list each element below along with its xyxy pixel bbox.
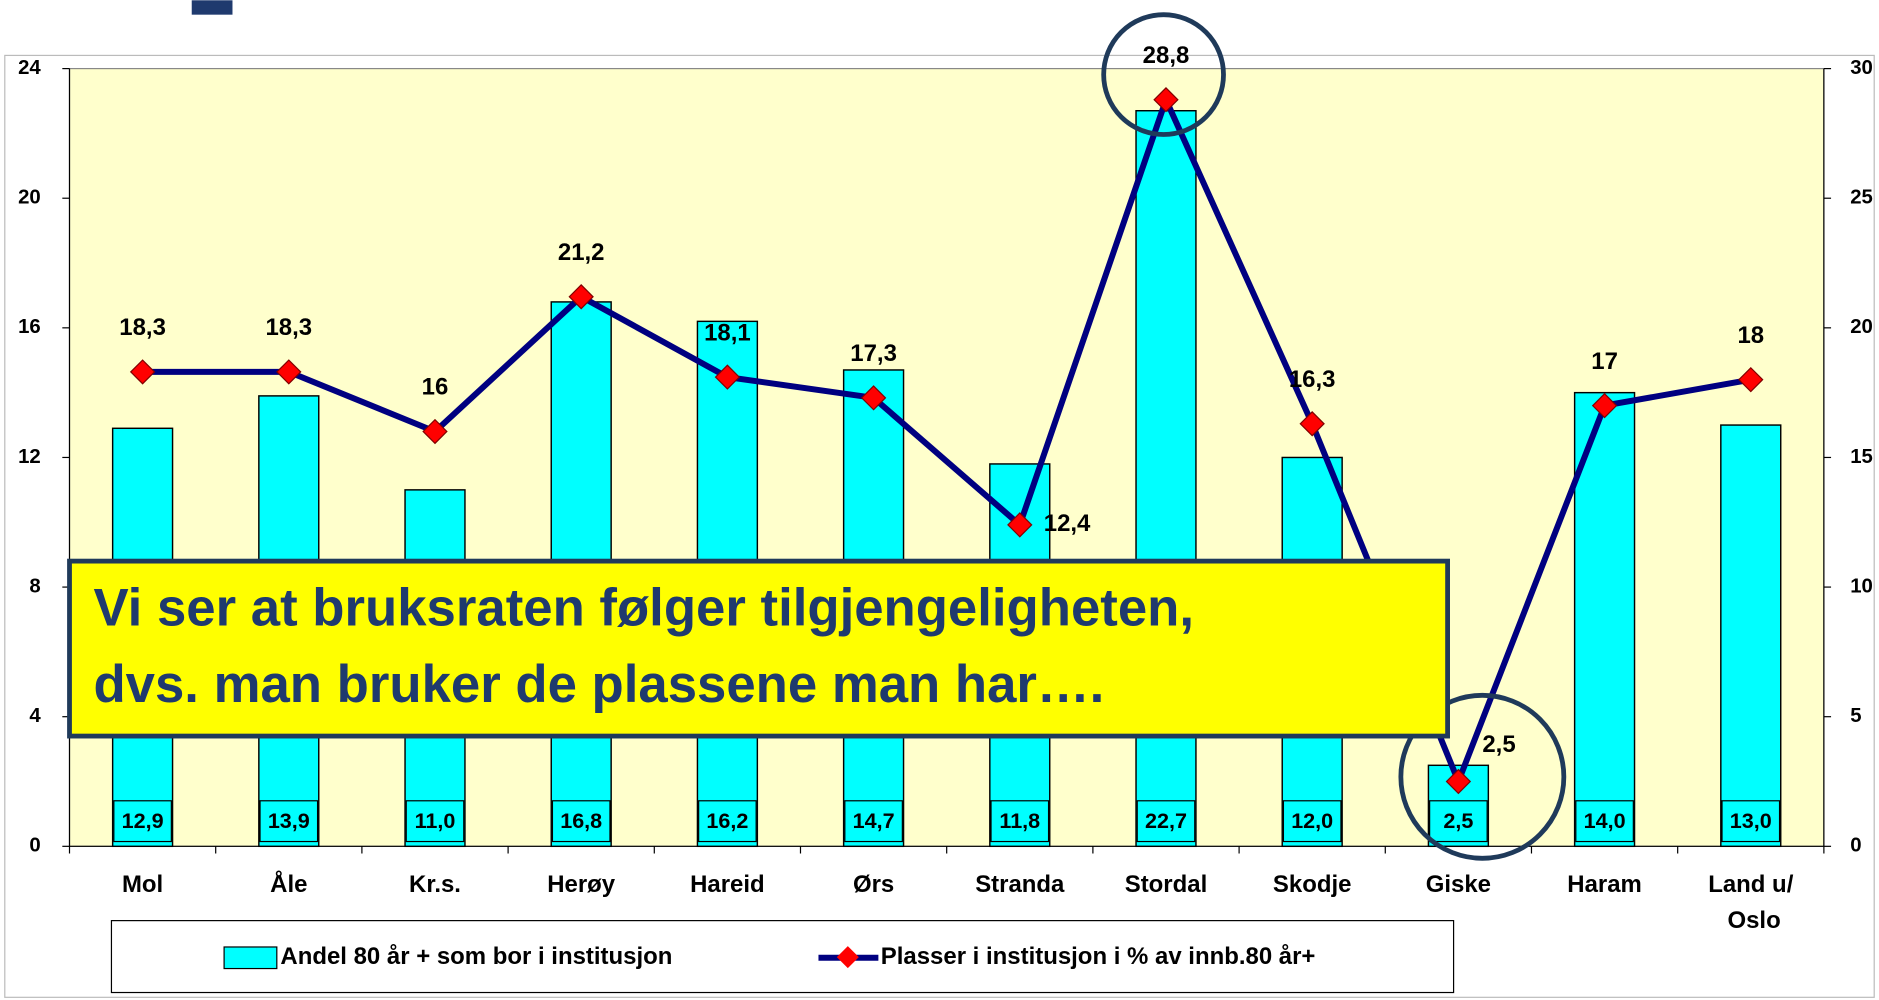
x-tick-label: Haram xyxy=(1567,871,1642,898)
line-label: 17 xyxy=(1591,348,1618,375)
legend-label: Andel 80 år + som bor i institusjon xyxy=(280,943,672,970)
line-label: 18 xyxy=(1737,322,1764,349)
line-label: 2,5 xyxy=(1482,731,1515,758)
line-marker xyxy=(129,359,156,385)
bar-label-box xyxy=(1136,800,1196,843)
line-label: 16 xyxy=(422,374,449,401)
bar-label: 13,0 xyxy=(1730,808,1772,833)
line-marker xyxy=(1738,366,1764,393)
line xyxy=(142,96,1752,785)
y-tick-label: 20 xyxy=(18,187,41,209)
legend-box xyxy=(110,920,1455,994)
line-marker xyxy=(1445,768,1472,795)
bar-label: 12,0 xyxy=(1291,808,1333,833)
x-tick-label: Mol xyxy=(122,871,163,898)
highlight-circle xyxy=(1101,12,1226,137)
line-label: 18,1 xyxy=(704,319,751,346)
x-tick-label: Stranda xyxy=(975,871,1065,898)
line-label: 18,3 xyxy=(265,314,312,341)
chart-frame xyxy=(4,54,1875,998)
bar-label-box xyxy=(1575,800,1634,843)
bar-label-box xyxy=(698,800,757,843)
line-label: 28,8 xyxy=(1143,42,1190,69)
line-marker xyxy=(276,359,302,385)
bar-label-box xyxy=(259,800,319,843)
legend-swatch xyxy=(836,946,859,969)
y2-tick-label: 30 xyxy=(1850,57,1873,79)
y-tick-label: 12 xyxy=(18,446,41,468)
y2-tick-label: 0 xyxy=(1850,835,1861,857)
bar-label-box xyxy=(1282,800,1342,843)
annotation-box xyxy=(67,558,1450,739)
line-marker xyxy=(568,284,594,310)
line-marker xyxy=(1007,512,1033,538)
bar-label: 2,5 xyxy=(1443,808,1473,833)
bar-label-box xyxy=(113,800,172,843)
line-label: 16,3 xyxy=(1289,366,1336,393)
bar xyxy=(1573,391,1636,848)
y2-tick-label: 15 xyxy=(1850,446,1873,468)
bar-label-box xyxy=(990,800,1050,843)
bar-label: 11,8 xyxy=(999,808,1040,833)
bar-label-box xyxy=(1429,800,1488,843)
x-tick-label: Stordal xyxy=(1125,871,1208,898)
line-label: 18,3 xyxy=(119,314,166,341)
line-marker xyxy=(422,418,448,445)
annotation-text: Vi ser at bruksraten følger tilgjengelig… xyxy=(93,578,1194,637)
bar-label-box xyxy=(551,800,611,843)
bar xyxy=(1720,424,1782,848)
legend-label: Plasser i institusjon i % av innb.80 år+ xyxy=(881,943,1316,970)
bar-label: 11,0 xyxy=(415,808,456,833)
line-marker xyxy=(1153,86,1179,113)
y2-tick-label: 10 xyxy=(1850,575,1873,597)
y-tick-label: 24 xyxy=(18,57,41,79)
x-tick-label: Skodje xyxy=(1273,871,1352,898)
y-tick-label: 16 xyxy=(18,316,41,338)
line-label: 17,3 xyxy=(850,340,897,367)
bar-label-box xyxy=(405,800,465,843)
line-marker xyxy=(714,364,741,390)
logo-fragment xyxy=(191,0,233,15)
line-marker xyxy=(860,385,887,411)
bar-label: 13,9 xyxy=(268,808,310,833)
x-tick-label: Hareid xyxy=(690,871,765,898)
bar-label-box xyxy=(1721,800,1781,843)
x-tick-label: Kr.s. xyxy=(409,871,461,898)
line-marker xyxy=(1591,392,1618,419)
x-tick-label: Land u/ Oslo xyxy=(1708,871,1794,934)
x-tick-label: Ørs xyxy=(853,871,894,898)
y-tick-label: 0 xyxy=(29,835,40,857)
bar-label-box xyxy=(844,800,903,843)
y2-tick-label: 20 xyxy=(1850,316,1873,338)
legend-swatch xyxy=(223,946,278,970)
annotation-text: dvs. man bruker de plassene man har…. xyxy=(93,655,1104,714)
bar-label: 14,7 xyxy=(853,808,895,833)
line-label: 21,2 xyxy=(558,239,605,266)
x-tick-label: Herøy xyxy=(547,871,616,898)
y2-tick-label: 5 xyxy=(1850,705,1861,727)
bar-label: 14,0 xyxy=(1584,808,1626,833)
bar-label: 22,7 xyxy=(1145,808,1187,833)
y-tick-label: 8 xyxy=(29,575,40,597)
line-marker xyxy=(1299,411,1325,437)
x-tick-label: Åle xyxy=(270,870,307,898)
x-tick-label: Giske xyxy=(1426,871,1491,898)
highlight-circle xyxy=(1398,692,1567,861)
bar-label: 12,9 xyxy=(122,808,164,833)
y2-tick-label: 25 xyxy=(1850,187,1873,209)
bar-label: 16,8 xyxy=(560,808,602,833)
bar-label: 16,2 xyxy=(706,808,748,833)
line-label: 12,4 xyxy=(1044,510,1091,537)
y-tick-label: 4 xyxy=(29,705,41,727)
